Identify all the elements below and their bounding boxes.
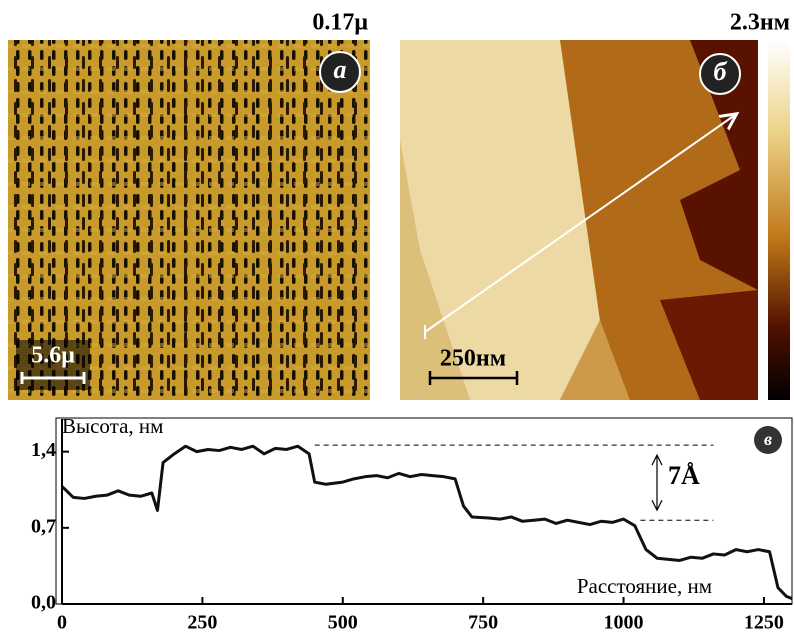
x-tick-label: 1000 — [604, 612, 644, 634]
x-tick-label: 500 — [328, 612, 358, 634]
scale-label-a: 5.6μ — [31, 343, 75, 369]
x-axis-label: Расстояние, нм — [577, 574, 712, 598]
y-axis-label: Высота, нм — [62, 414, 163, 438]
x-tick-label: 1250 — [744, 612, 784, 634]
x-tick-label: 250 — [187, 612, 217, 634]
figure: 0.17μ а 5.6μ 2.3нм б 250нм Высота, нм Ра… — [0, 0, 794, 637]
y-tick-label: 0,7 — [31, 515, 56, 537]
y-tick-label: 1,4 — [31, 439, 56, 461]
colorbar — [768, 40, 790, 400]
panel-b: 2.3нм б 250нм — [400, 10, 790, 401]
scale-label-b: 250нм — [440, 346, 506, 372]
x-tick-label: 0 — [57, 612, 67, 634]
max-height-a: 0.17μ — [312, 10, 368, 36]
step-arrow — [652, 455, 662, 510]
panel-label-a: а — [334, 55, 347, 84]
panel-label-c: в — [764, 429, 772, 449]
y-tick-label: 0,0 — [31, 592, 56, 614]
x-tick-label: 750 — [468, 612, 498, 634]
panel-label-b: б — [714, 57, 728, 86]
max-height-b: 2.3нм — [730, 10, 790, 36]
step-annotation: 7Å — [668, 461, 700, 490]
panel-a: 0.17μ а 5.6μ — [8, 10, 370, 401]
